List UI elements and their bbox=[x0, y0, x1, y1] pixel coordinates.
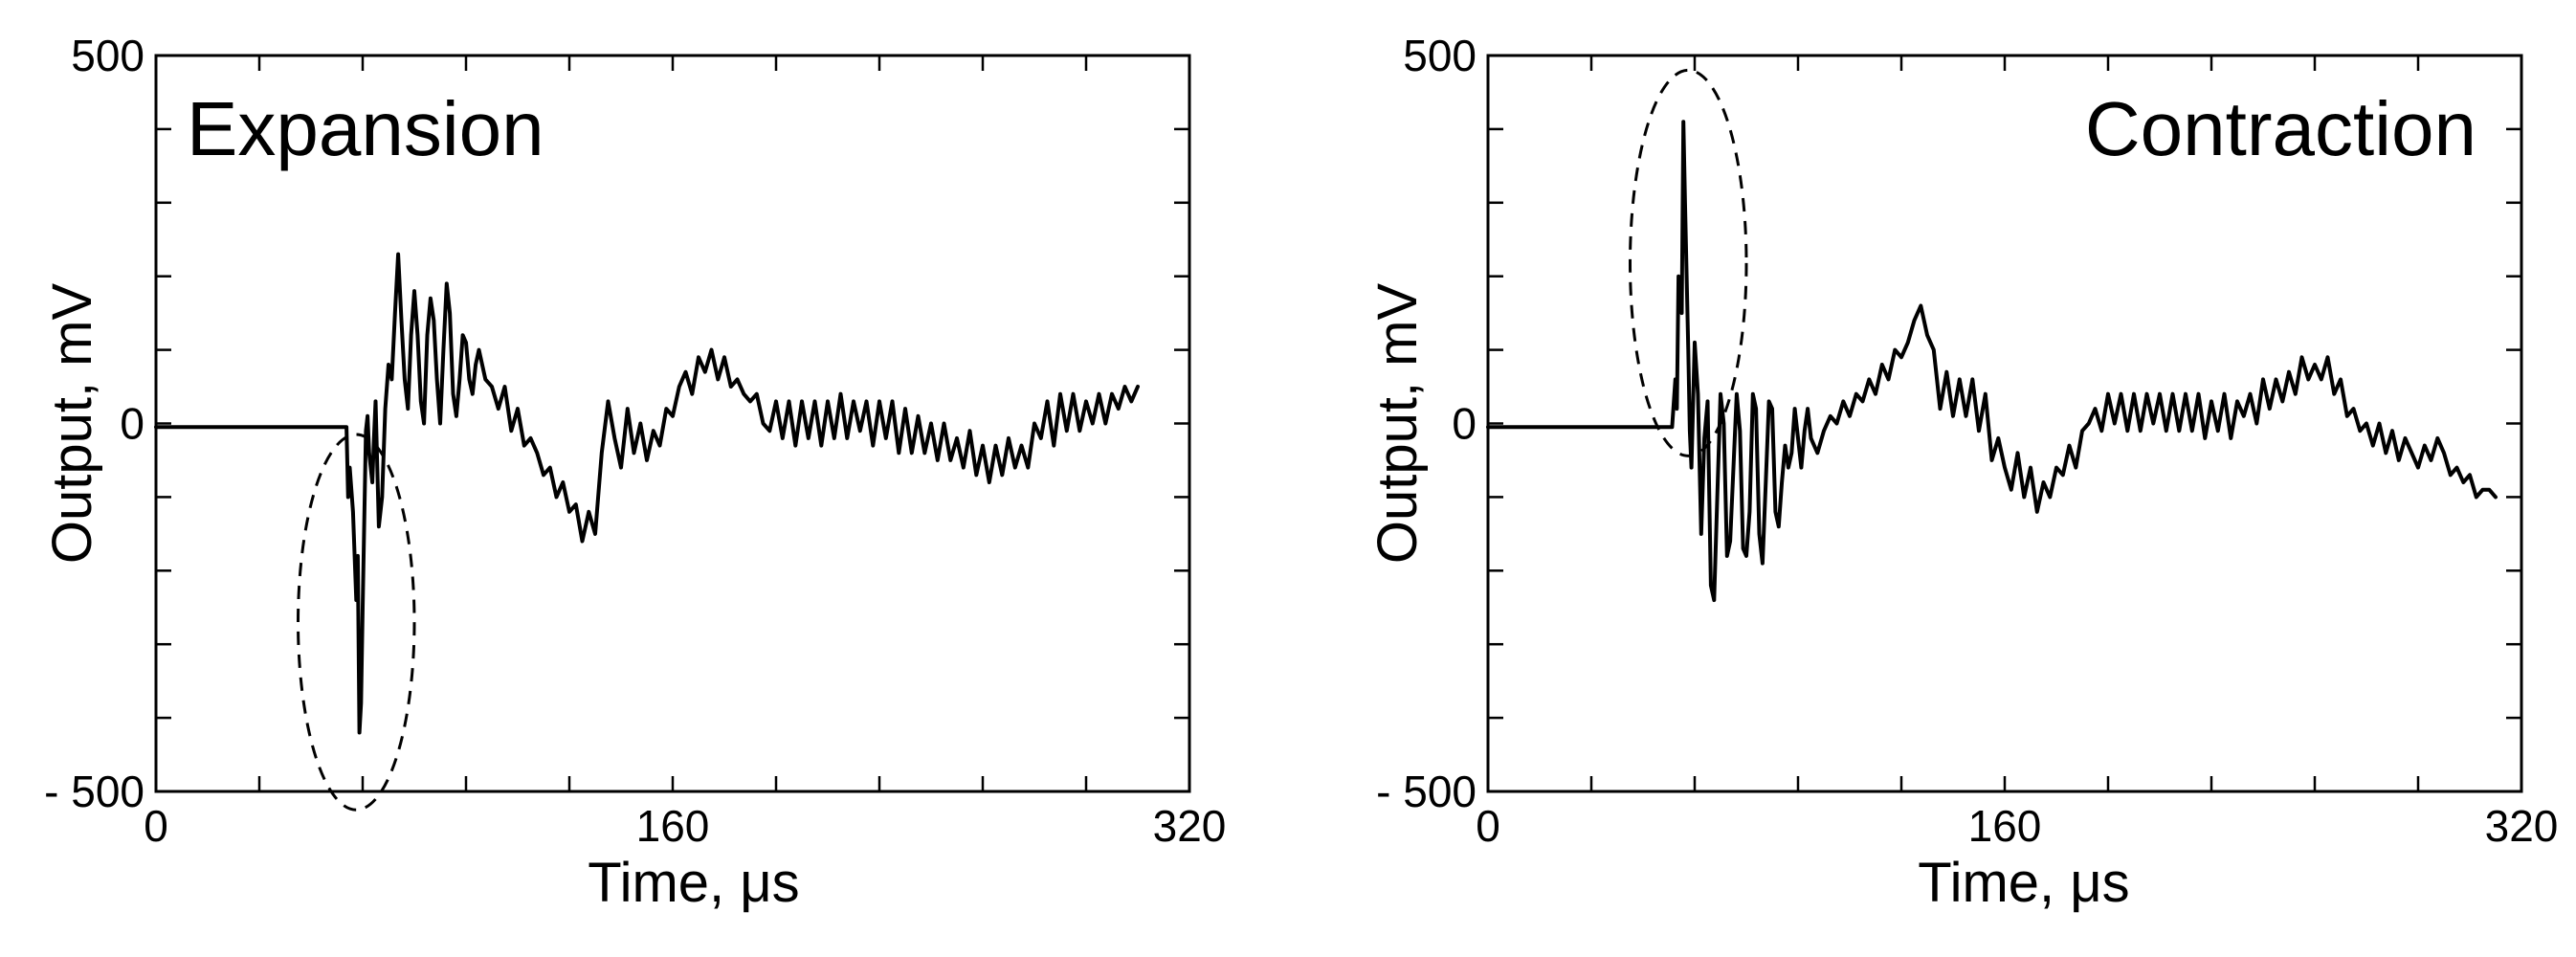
y-tick-label: - 500 bbox=[1376, 767, 1477, 816]
x-tick-label: 160 bbox=[636, 801, 710, 851]
x-axis-label: Time, μs bbox=[1918, 852, 2129, 914]
signal-trace bbox=[1486, 120, 2498, 603]
x-tick-label: 0 bbox=[144, 801, 168, 851]
x-tick-label: 0 bbox=[1476, 801, 1500, 851]
x-tick-label: 320 bbox=[2485, 801, 2559, 851]
highlight-ellipse bbox=[297, 433, 416, 812]
y-axis-label: Output, mV bbox=[1366, 283, 1429, 565]
x-axis-label: Time, μs bbox=[588, 852, 799, 914]
highlight-ellipse bbox=[1629, 68, 1748, 457]
y-axis-label: Output, mV bbox=[41, 283, 103, 565]
x-tick-label: 160 bbox=[1968, 801, 2042, 851]
panel-label: Contraction bbox=[2085, 86, 2476, 171]
y-tick-label: 500 bbox=[71, 31, 144, 80]
y-tick-label: 0 bbox=[120, 399, 144, 449]
panel-label: Expansion bbox=[187, 86, 544, 171]
y-tick-label: 0 bbox=[1452, 399, 1477, 449]
y-tick-label: 500 bbox=[1403, 31, 1477, 80]
x-tick-label: 320 bbox=[1153, 801, 1227, 851]
signal-trace bbox=[154, 252, 1140, 735]
y-tick-label: - 500 bbox=[44, 767, 144, 816]
